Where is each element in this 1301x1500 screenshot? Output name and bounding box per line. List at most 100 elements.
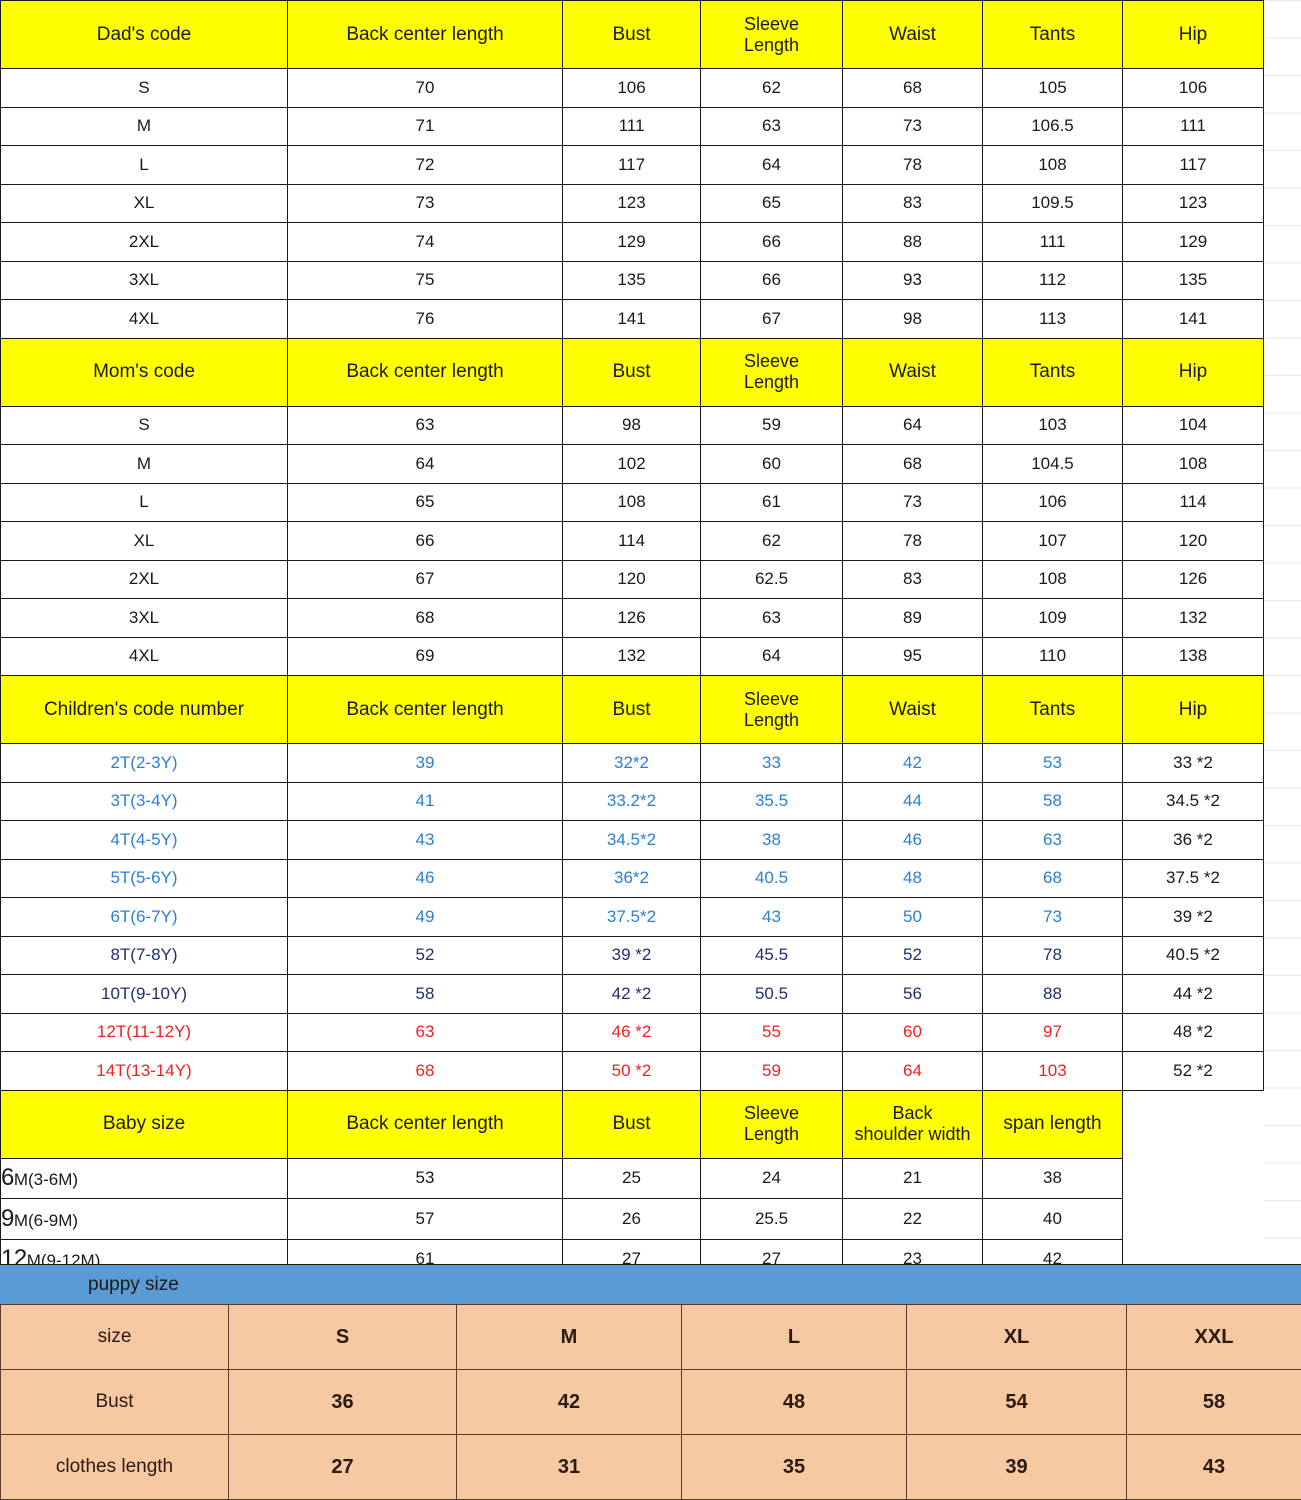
empty-cell [1122,1158,1264,1199]
measurement-cell: 44 [842,781,983,821]
measurement-cell: 76 [287,299,563,339]
measurement-cell: 73 [982,897,1123,937]
puppy-size-band: puppy size [0,1264,1301,1304]
column-header: Tants [982,337,1123,407]
measurement-cell: 74 [287,222,563,262]
measurement-cell: 25 [562,1157,701,1199]
measurement-cell: 138 [1122,636,1264,676]
measurement-cell: 88 [982,974,1123,1014]
column-header: Bust [562,337,701,407]
measurement-cell: 98 [562,405,701,445]
size-label-cell: 12T(11-12Y) [0,1012,288,1052]
puppy-measurement-cell: 42 [456,1369,682,1435]
measurement-cell: 59 [700,405,843,445]
measurement-cell: 102 [562,444,701,484]
measurement-cell: 63 [700,598,843,638]
column-header: Sleeve Length [700,0,843,69]
section-header-dads: Dad's code Back center length Bust Sleeve Le… [0,0,1264,69]
measurement-cell: 37.5 *2 [1122,858,1264,898]
table-row: 9M(6-9M) 57 26 25.5 22 40 [0,1198,1264,1240]
section-header-children: Children's code number Back center length… [0,675,1264,744]
size-label-cell: 4XL [0,299,288,339]
measurement-cell: 63 [287,1012,563,1052]
measurement-cell: 41 [287,781,563,821]
column-header: span length [982,1089,1123,1159]
measurement-cell: 36 *2 [1122,820,1264,860]
measurement-cell: 58 [287,974,563,1014]
measurement-cell: 123 [562,183,701,223]
column-header: Bust [562,1089,701,1159]
column-header: Tants [982,0,1123,69]
measurement-cell: 71 [287,106,563,146]
size-label-cell: 8T(7-8Y) [0,935,288,975]
measurement-cell: 114 [562,521,701,561]
measurement-cell: 61 [700,482,843,522]
measurement-cell: 49 [287,897,563,937]
size-label-cell: 3XL [0,598,288,638]
measurement-cell: 37.5*2 [562,897,701,937]
measurement-cell: 108 [982,559,1123,599]
measurement-cell: 64 [700,145,843,185]
measurement-cell: 50.5 [700,974,843,1014]
measurement-cell: 114 [1122,482,1264,522]
measurement-cell: 120 [562,559,701,599]
puppy-measurement-cell: 27 [228,1434,457,1500]
size-chart-table: Dad's code Back center length Bust Sleeve Le… [0,0,1264,1321]
measurement-cell: 111 [1122,106,1264,146]
table-row: 2T(2-3Y) 39 32*2 33 42 53 33 *2 [0,743,1264,783]
measurement-cell: 46 [842,820,983,860]
table-row: 4XL 69 132 64 95 110 138 [0,636,1264,676]
measurement-cell: 36*2 [562,858,701,898]
measurement-cell: 43 [287,820,563,860]
column-header: Back shoulder width [842,1089,983,1159]
measurement-cell: 66 [700,222,843,262]
column-header: Waist [842,0,983,69]
table-row: 3T(3-4Y) 41 33.2*2 35.5 44 58 34.5 *2 [0,781,1264,821]
measurement-cell: 53 [982,743,1123,783]
measurement-cell: 78 [842,145,983,185]
size-label-cell: 6T(6-7Y) [0,897,288,937]
puppy-measurement-cell: 39 [906,1434,1127,1500]
column-header: Back center length [287,337,563,407]
column-header: Mom's code [0,337,288,407]
measurement-cell: 73 [842,482,983,522]
measurement-cell: 108 [982,145,1123,185]
measurement-cell: 78 [842,521,983,561]
column-header: Bust [562,0,701,69]
size-label-cell: L [0,482,288,522]
size-label-cell: S [0,68,288,108]
measurement-cell: 40 [982,1198,1123,1240]
puppy-measurement-cell: 31 [456,1434,682,1500]
measurement-cell: 42 *2 [562,974,701,1014]
measurement-cell: 62.5 [700,559,843,599]
measurement-cell: 135 [1122,260,1264,300]
spreadsheet-gridlines-right [1263,0,1301,1264]
measurement-cell: 117 [1122,145,1264,185]
measurement-cell: 53 [287,1157,563,1199]
measurement-cell: 109.5 [982,183,1123,223]
measurement-cell: 64 [287,444,563,484]
measurement-cell: 40.5 [700,858,843,898]
measurement-cell: 63 [287,405,563,445]
measurement-cell: 132 [562,636,701,676]
measurement-cell: 24 [700,1157,843,1199]
measurement-cell: 111 [982,222,1123,262]
measurement-cell: 72 [287,145,563,185]
measurement-cell: 93 [842,260,983,300]
measurement-cell: 129 [1122,222,1264,262]
measurement-cell: 132 [1122,598,1264,638]
table-row: 2XL 74 129 66 88 111 129 [0,222,1264,262]
measurement-cell: 103 [982,1051,1123,1091]
measurement-cell: 52 [842,935,983,975]
column-header: Dad's code [0,0,288,69]
measurement-cell: 59 [700,1051,843,1091]
column-header: Sleeve Length [700,1089,843,1159]
measurement-cell: 109 [982,598,1123,638]
size-label-cell: S [0,405,288,445]
measurement-cell: 112 [982,260,1123,300]
table-row: 4T(4-5Y) 43 34.5*2 38 46 63 36 *2 [0,820,1264,860]
measurement-cell: 64 [842,405,983,445]
puppy-row-header: clothes length [0,1434,229,1500]
measurement-cell: 26 [562,1198,701,1240]
measurement-cell: 113 [982,299,1123,339]
